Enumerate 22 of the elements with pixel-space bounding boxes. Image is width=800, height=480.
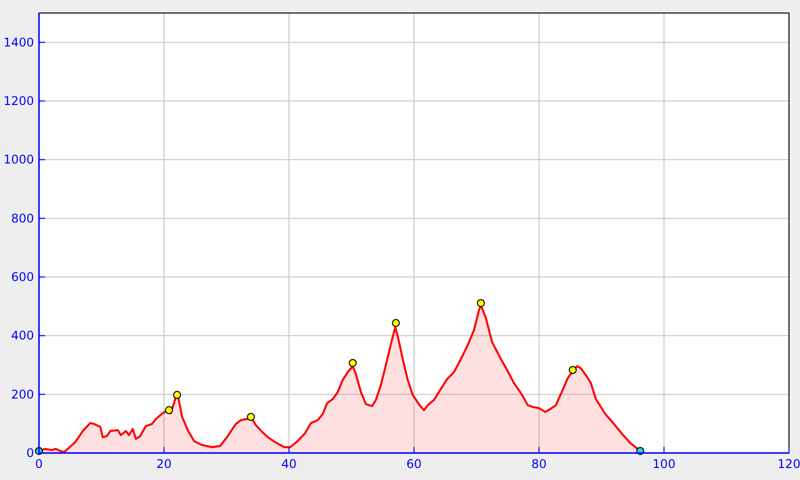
y-tick-label: 1200 bbox=[3, 94, 34, 108]
y-tick-label: 200 bbox=[11, 387, 34, 402]
y-tick-label: 800 bbox=[11, 211, 34, 226]
point bbox=[568, 366, 577, 374]
x-tick-label: 40 bbox=[281, 457, 297, 471]
x-tick-label: 120 bbox=[778, 457, 800, 471]
y-tick-label: 400 bbox=[11, 328, 34, 343]
point bbox=[165, 406, 173, 414]
x-tick-label: 0 bbox=[35, 457, 43, 471]
point bbox=[173, 390, 182, 399]
x-tick-label: 100 bbox=[652, 457, 676, 471]
y-tick-label: 0 bbox=[26, 446, 34, 460]
y-tick-label: 600 bbox=[11, 270, 34, 284]
x-tick-label: 20 bbox=[156, 457, 172, 471]
y-tick-label: 1400 bbox=[3, 35, 34, 50]
point bbox=[476, 299, 485, 308]
point bbox=[392, 319, 400, 328]
point bbox=[348, 358, 357, 367]
y-tick-label: 1000 bbox=[3, 152, 34, 167]
point bbox=[246, 412, 255, 421]
x-tick-label: 60 bbox=[406, 457, 422, 471]
x-tick-label: 80 bbox=[531, 457, 547, 471]
